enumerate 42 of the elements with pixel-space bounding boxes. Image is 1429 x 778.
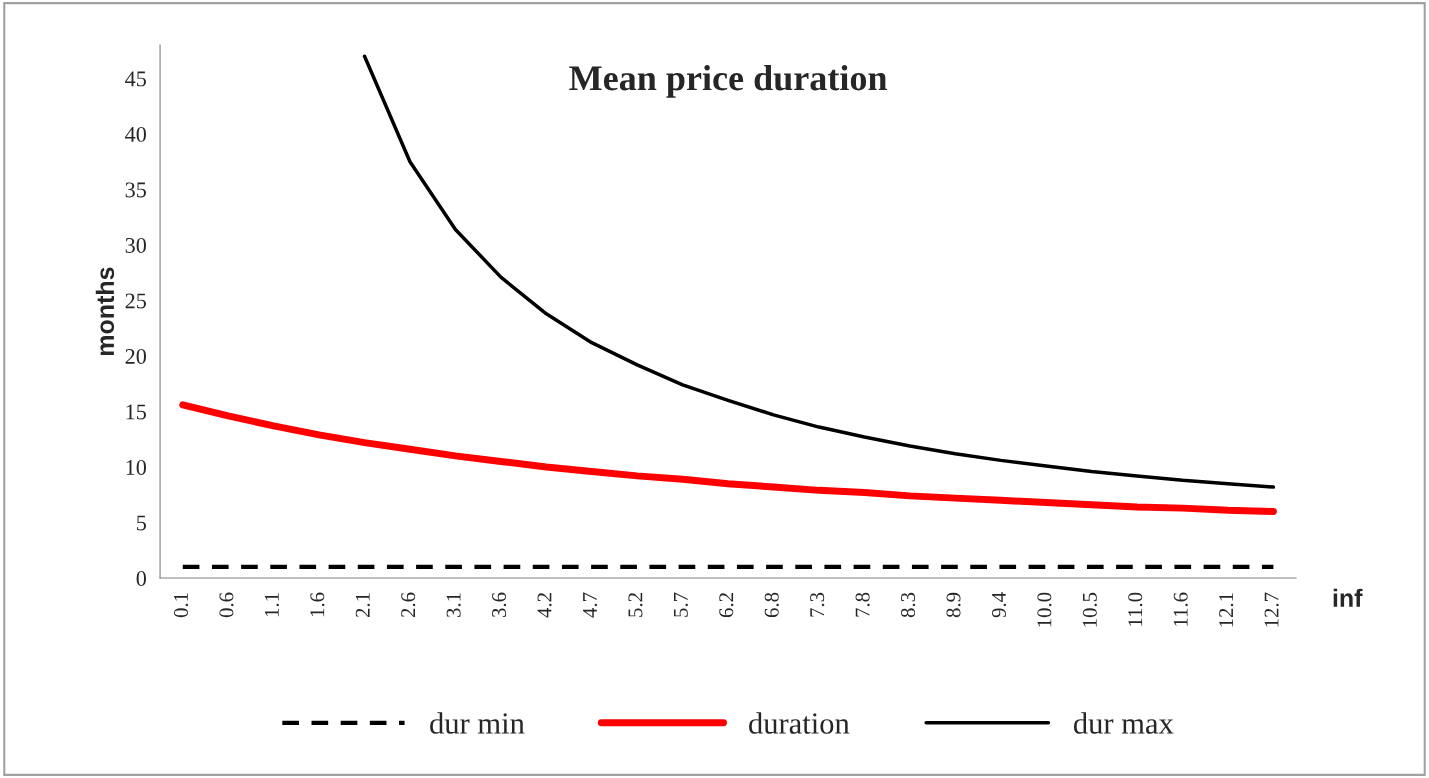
x-tick-label: 6.8 [764,592,779,618]
y-axis-title: months [95,267,115,356]
x-tick-label: 4.7 [583,592,598,618]
y-tick-label: 35 [125,182,146,198]
legend-label: dur max [1073,712,1174,734]
legend-label: dur min [430,712,525,734]
x-tick-label: 12.7 [1264,592,1279,627]
x-tick-label: 1.1 [264,593,279,617]
x-tick-label: 5.7 [674,592,688,617]
x-tick-label: 9.4 [991,592,1007,618]
y-tick-label: 15 [126,404,146,420]
x-tick-label: 3.1 [446,593,461,617]
y-tick-label: 30 [125,237,147,253]
x-tick-label: 2.1 [355,593,370,618]
y-tick-label: 25 [125,293,146,309]
y-tick-label: 45 [125,71,146,87]
x-axis-title: inf [1333,588,1363,607]
x-tick-label: 7.3 [810,592,825,617]
y-tick-label: 20 [125,348,147,364]
x-tick-label: 8.3 [901,592,916,618]
x-tick-label: 1.6 [310,592,325,617]
x-tick-label: 7.8 [855,592,870,617]
line-series [362,54,1276,489]
x-tick-label: 5.2 [628,593,643,617]
x-tick-label: 8.9 [946,592,961,618]
x-tick-label: 6.2 [719,593,734,618]
legend-label: duration [749,712,850,734]
x-tick-label: 12.1 [1219,593,1234,627]
x-tick-label: 3.6 [492,592,507,617]
y-tick-label: 10 [126,459,147,475]
x-tick-label: 10.5 [1082,592,1097,627]
y-tick-label: 5 [137,515,146,531]
x-tick-label: 0.1 [173,593,189,618]
x-tick-label: 10.0 [1037,592,1052,627]
x-tick-label: 11.0 [1128,592,1143,626]
text: Mean price duration [569,65,888,98]
x-tick-label: 2.6 [401,592,416,618]
x-tick-label: 11.6 [1173,592,1188,626]
x-tick-label: 4.2 [537,593,552,618]
y-tick-label: 40 [125,126,147,142]
x-tick-label: 0.6 [219,592,234,618]
y-tick-label: 0 [136,570,147,586]
